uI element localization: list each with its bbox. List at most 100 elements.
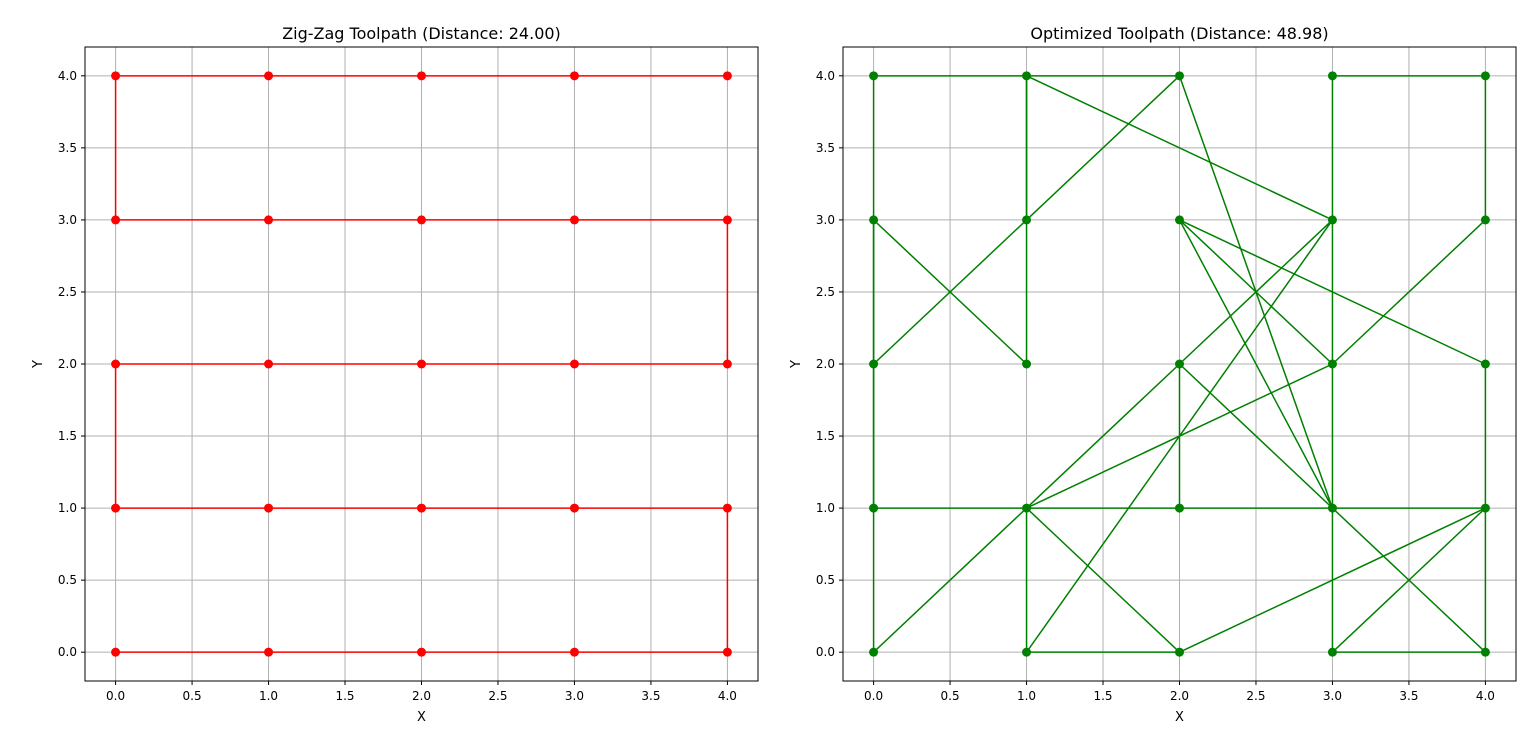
optimized-point: [1327, 647, 1337, 657]
zigzag-point: [417, 647, 426, 657]
optimized-xtick-label: 3.0: [1323, 689, 1342, 703]
zigzag-point: [569, 359, 579, 369]
optimized-point: [1480, 503, 1490, 513]
zigzag-xtick-label: 4.0: [718, 689, 737, 703]
optimized-ytick-label: 0.0: [816, 645, 835, 659]
optimized-xtick-label: 1.5: [1093, 689, 1112, 703]
zigzag-point: [417, 215, 426, 225]
zigzag-point: [417, 359, 426, 369]
zigzag-xtick-label: 0.5: [183, 689, 202, 703]
optimized-point: [1175, 215, 1184, 225]
optimized-point: [1022, 215, 1032, 225]
optimized-ytick-label: 4.0: [816, 69, 835, 83]
zigzag-series: [111, 71, 732, 657]
zigzag-xtick-label: 2.0: [412, 689, 431, 703]
optimized-path-segment: [1179, 507, 1486, 653]
zigzag-point: [111, 503, 121, 513]
optimized-xtick-label: 4.0: [1476, 689, 1495, 703]
optimized-point: [1022, 71, 1032, 81]
zigzag-point: [569, 647, 579, 657]
optimized-title: Optimized Toolpath (Distance: 48.98): [1030, 24, 1328, 43]
optimized-point: [1327, 359, 1337, 369]
optimized-point: [869, 503, 879, 513]
zigzag-xtick-label: 2.5: [488, 689, 507, 703]
optimized-xtick-label: 1.0: [1017, 689, 1036, 703]
optimized-point: [869, 215, 879, 225]
optimized-series: [869, 71, 1490, 657]
optimized-xtick-label: 3.5: [1399, 689, 1418, 703]
zigzag-ytick-label: 2.0: [58, 357, 77, 371]
optimized-point: [1022, 359, 1032, 369]
optimized-point: [1175, 503, 1184, 513]
optimized-ytick-label: 2.0: [816, 357, 835, 371]
zigzag-point: [722, 647, 732, 657]
optimized-point: [869, 359, 879, 369]
optimized-path-segment: [873, 507, 1028, 653]
zigzag-point: [264, 71, 274, 81]
zigzag-point: [569, 71, 579, 81]
zigzag-point: [569, 503, 579, 513]
zigzag-point: [111, 359, 121, 369]
zigzag-ytick-label: 1.0: [58, 501, 77, 515]
zigzag-xtick-label: 3.5: [641, 689, 660, 703]
optimized-point: [1480, 359, 1490, 369]
zigzag-ytick-label: 2.5: [58, 285, 77, 299]
zigzag-ytick-label: 1.5: [58, 429, 77, 443]
zigzag-point: [722, 71, 732, 81]
zigzag-point: [569, 215, 579, 225]
optimized-ytick-label: 1.0: [816, 501, 835, 515]
zigzag-ytick-label: 3.0: [58, 213, 77, 227]
optimized-point: [869, 647, 879, 657]
optimized-point: [1480, 71, 1490, 81]
optimized-point: [1175, 359, 1184, 369]
optimized-axes-frame: [842, 46, 1517, 682]
optimized-ticks: 0.0 0.5 1.0 1.5 2.0 2.5 3.0 3.5 4.0 0.0 0.5 1.0 1.5 2…: [816, 69, 1495, 703]
optimized-xlabel: X: [1175, 710, 1184, 725]
optimized-point: [1022, 503, 1032, 513]
optimized-path-segment: [1026, 363, 1333, 509]
optimized-path-segment: [1026, 75, 1333, 221]
zigzag-ytick-label: 0.5: [58, 573, 77, 587]
optimized-path-segment: [1026, 75, 1181, 221]
optimized-point: [869, 71, 879, 81]
zigzag-point: [264, 359, 274, 369]
optimized-panel: Optimized Toolpath (Distance: 48.98) X Y…: [789, 24, 1517, 725]
optimized-path-segment: [1026, 507, 1181, 653]
zigzag-ylabel: Y: [31, 360, 46, 369]
zigzag-point: [722, 503, 732, 513]
optimized-ytick-label: 3.5: [816, 141, 835, 155]
zigzag-xlabel: X: [417, 710, 426, 725]
zigzag-ticks: 0.0 0.5 1.0 1.5 2.0 2.5 3.0 3.5 4.0 0.0 0.5 1.0 1.5 2…: [58, 69, 737, 703]
optimized-xtick-label: 0.5: [941, 689, 960, 703]
optimized-xtick-label: 0.0: [864, 689, 883, 703]
zigzag-point: [722, 359, 732, 369]
zigzag-point: [111, 71, 121, 81]
zigzag-point: [264, 503, 274, 513]
zigzag-ytick-label: 0.0: [58, 645, 77, 659]
zigzag-panel: Zig-Zag Toolpath (Distance: 24.00) X Y 0…: [31, 24, 759, 725]
optimized-point: [1327, 215, 1337, 225]
optimized-point: [1327, 71, 1337, 81]
optimized-ylabel: Y: [789, 360, 804, 369]
zigzag-ytick-label: 4.0: [58, 69, 77, 83]
optimized-point: [1175, 647, 1184, 657]
optimized-xtick-label: 2.0: [1170, 689, 1189, 703]
zigzag-point: [264, 215, 274, 225]
zigzag-xtick-label: 1.5: [335, 689, 354, 703]
optimized-point: [1327, 503, 1337, 513]
zigzag-point: [722, 215, 732, 225]
optimized-point: [1022, 647, 1032, 657]
zigzag-point: [417, 503, 426, 513]
optimized-xtick-label: 2.5: [1246, 689, 1265, 703]
zigzag-point: [111, 647, 121, 657]
optimized-point: [1175, 71, 1184, 81]
zigzag-point: [417, 71, 426, 81]
zigzag-point: [111, 215, 121, 225]
zigzag-ytick-label: 3.5: [58, 141, 77, 155]
zigzag-xtick-label: 1.0: [259, 689, 278, 703]
optimized-ytick-label: 2.5: [816, 285, 835, 299]
zigzag-axes-frame: [84, 46, 759, 682]
zigzag-point: [264, 647, 274, 657]
zigzag-xtick-label: 3.0: [565, 689, 584, 703]
